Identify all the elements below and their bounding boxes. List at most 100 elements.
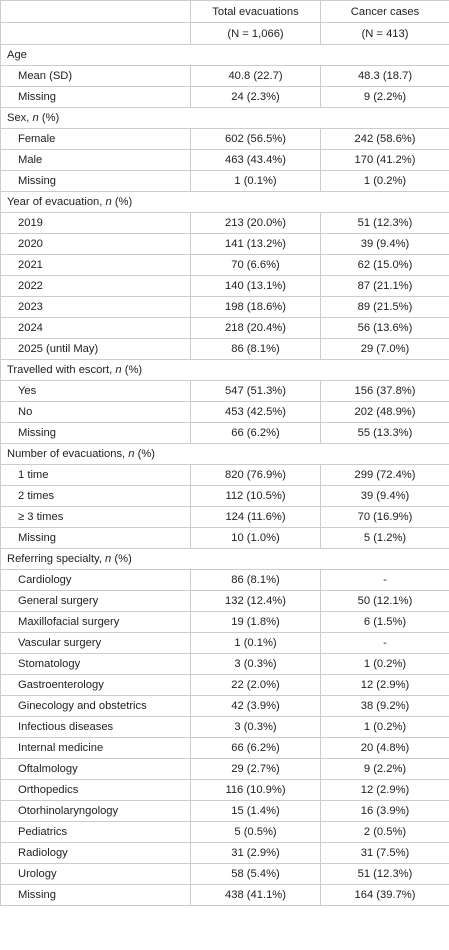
row-label: 2025 (until May) [0, 338, 191, 360]
row-cancer: 5 (1.2%) [320, 527, 449, 549]
section-title-text: Travelled with escort, [7, 364, 116, 376]
table-row: ≥ 3 times 124 (11.6%) 70 (16.9%) [0, 506, 449, 528]
section-title-suffix: (%) [111, 553, 132, 565]
row-total: 22 (2.0%) [190, 674, 321, 696]
table-row: 2021 70 (6.6%) 62 (15.0%) [0, 254, 449, 276]
row-label: Female [0, 128, 191, 150]
row-total: 132 (12.4%) [190, 590, 321, 612]
section-row: Travelled with escort, n (%) [0, 359, 449, 381]
row-label: Infectious diseases [0, 716, 191, 738]
header-empty-cell [0, 22, 191, 45]
row-total: 66 (6.2%) [190, 737, 321, 759]
row-total: 1 (0.1%) [190, 170, 321, 192]
row-cancer: - [320, 632, 449, 654]
table-row: Mean (SD) 40.8 (22.7) 48.3 (18.7) [0, 65, 449, 87]
table-row: 1 time 820 (76.9%) 299 (72.4%) [0, 464, 449, 486]
table-row: Yes 547 (51.3%) 156 (37.8%) [0, 380, 449, 402]
table-row: Missing 66 (6.2%) 55 (13.3%) [0, 422, 449, 444]
table-row: 2023 198 (18.6%) 89 (21.5%) [0, 296, 449, 318]
row-total: 70 (6.6%) [190, 254, 321, 276]
row-label: Yes [0, 380, 191, 402]
row-cancer: 62 (15.0%) [320, 254, 449, 276]
header-empty-cell [0, 0, 191, 23]
row-label: 2021 [0, 254, 191, 276]
row-label: Missing [0, 422, 191, 444]
row-cancer: 202 (48.9%) [320, 401, 449, 423]
row-cancer: 51 (12.3%) [320, 863, 449, 885]
header-n-cancer: (N = 413) [320, 22, 449, 45]
section-row: Year of evacuation, n (%) [0, 191, 449, 213]
row-total: 42 (3.9%) [190, 695, 321, 717]
row-label: Missing [0, 884, 191, 906]
row-label: 2 times [0, 485, 191, 507]
row-total: 453 (42.5%) [190, 401, 321, 423]
row-cancer: 242 (58.6%) [320, 128, 449, 150]
row-cancer: 87 (21.1%) [320, 275, 449, 297]
section-row: Referring specialty, n (%) [0, 548, 449, 570]
row-total: 116 (10.9%) [190, 779, 321, 801]
n-symbol: n [105, 553, 112, 565]
n-symbol: n [128, 448, 135, 460]
table-row: Missing 10 (1.0%) 5 (1.2%) [0, 527, 449, 549]
table-row: No 453 (42.5%) 202 (48.9%) [0, 401, 449, 423]
row-label: Vascular surgery [0, 632, 191, 654]
row-cancer: 6 (1.5%) [320, 611, 449, 633]
header-cancer: Cancer cases [320, 0, 449, 23]
table-row: Gastroenterology 22 (2.0%) 12 (2.9%) [0, 674, 449, 696]
section-title-suffix: (%) [111, 196, 133, 208]
section-row: Number of evacuations, n (%) [0, 443, 449, 465]
header-total: Total evacuations [190, 0, 321, 23]
row-total: 463 (43.4%) [190, 149, 321, 171]
row-cancer: 29 (7.0%) [320, 338, 449, 360]
row-total: 66 (6.2%) [190, 422, 321, 444]
row-cancer: 170 (41.2%) [320, 149, 449, 171]
row-cancer: 48.3 (18.7) [320, 65, 449, 87]
table-row: Missing 24 (2.3%) 9 (2.2%) [0, 86, 449, 108]
row-cancer: - [320, 569, 449, 591]
n-symbol: n [115, 364, 122, 376]
section-title: Sex, n (%) [0, 107, 449, 129]
row-total: 31 (2.9%) [190, 842, 321, 864]
evacuations-table: Total evacuations Cancer cases (N = 1,06… [0, 0, 449, 906]
n-symbol: n [32, 112, 39, 124]
row-total: 15 (1.4%) [190, 800, 321, 822]
row-label: Oftalmology [0, 758, 191, 780]
section-row: Age [0, 44, 449, 66]
row-total: 112 (10.5%) [190, 485, 321, 507]
row-cancer: 12 (2.9%) [320, 779, 449, 801]
row-total: 124 (11.6%) [190, 506, 321, 528]
row-label: Stomatology [0, 653, 191, 675]
row-label: 2022 [0, 275, 191, 297]
row-cancer: 1 (0.2%) [320, 653, 449, 675]
row-cancer: 39 (9.4%) [320, 233, 449, 255]
row-total: 213 (20.0%) [190, 212, 321, 234]
section-title: Year of evacuation, n (%) [0, 191, 449, 213]
row-label: No [0, 401, 191, 423]
row-label: Orthopedics [0, 779, 191, 801]
row-label: 2020 [0, 233, 191, 255]
row-cancer: 16 (3.9%) [320, 800, 449, 822]
row-cancer: 9 (2.2%) [320, 86, 449, 108]
row-total: 58 (5.4%) [190, 863, 321, 885]
table-row: Missing 1 (0.1%) 1 (0.2%) [0, 170, 449, 192]
header-row: Total evacuations Cancer cases [0, 0, 449, 23]
row-total: 198 (18.6%) [190, 296, 321, 318]
row-label: General surgery [0, 590, 191, 612]
row-total: 218 (20.4%) [190, 317, 321, 339]
table-row: Urology 58 (5.4%) 51 (12.3%) [0, 863, 449, 885]
row-label: Male [0, 149, 191, 171]
table-row: Orthopedics 116 (10.9%) 12 (2.9%) [0, 779, 449, 801]
row-label: Radiology [0, 842, 191, 864]
table-row: 2025 (until May) 86 (8.1%) 29 (7.0%) [0, 338, 449, 360]
row-total: 547 (51.3%) [190, 380, 321, 402]
row-label: 1 time [0, 464, 191, 486]
row-label: Otorhinolaryngology [0, 800, 191, 822]
row-cancer: 50 (12.1%) [320, 590, 449, 612]
row-total: 3 (0.3%) [190, 653, 321, 675]
row-label: 2019 [0, 212, 191, 234]
table-row: Radiology 31 (2.9%) 31 (7.5%) [0, 842, 449, 864]
row-label: Internal medicine [0, 737, 191, 759]
row-label: 2023 [0, 296, 191, 318]
table-row: Otorhinolaryngology 15 (1.4%) 16 (3.9%) [0, 800, 449, 822]
row-total: 86 (8.1%) [190, 338, 321, 360]
